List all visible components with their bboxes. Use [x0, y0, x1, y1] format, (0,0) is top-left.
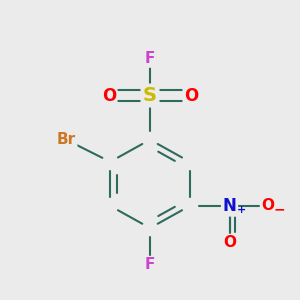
Text: O: O — [102, 86, 116, 104]
Text: F: F — [145, 51, 155, 66]
Text: O: O — [223, 235, 236, 250]
Text: Br: Br — [56, 132, 76, 147]
Text: F: F — [145, 257, 155, 272]
Text: N: N — [223, 197, 236, 215]
Text: −: − — [274, 203, 285, 217]
Text: +: + — [237, 206, 246, 215]
Text: O: O — [261, 198, 274, 213]
Text: S: S — [143, 86, 157, 105]
Text: O: O — [184, 86, 198, 104]
